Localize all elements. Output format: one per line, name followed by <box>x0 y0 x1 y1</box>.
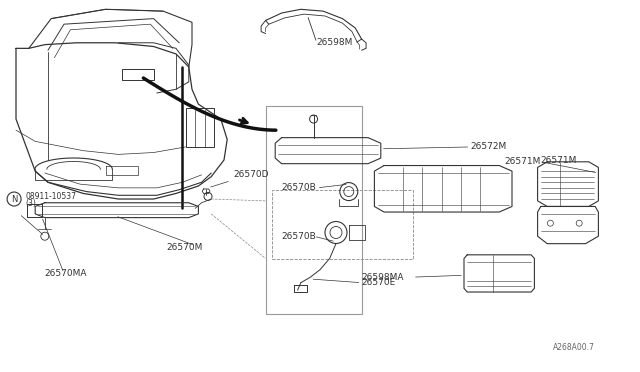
Text: 26571M: 26571M <box>541 156 577 165</box>
Text: 26598M: 26598M <box>317 38 353 47</box>
Text: A268A00.7: A268A00.7 <box>554 343 595 352</box>
Bar <box>122 69 154 80</box>
Text: N: N <box>11 195 17 203</box>
Bar <box>186 108 214 147</box>
Text: 26598MA: 26598MA <box>362 273 404 282</box>
Text: 26570D: 26570D <box>211 170 269 187</box>
Text: 26570MA: 26570MA <box>45 269 87 278</box>
Text: 26571M: 26571M <box>504 157 541 166</box>
Text: 26570B: 26570B <box>282 232 316 241</box>
Bar <box>266 106 362 314</box>
Text: (3): (3) <box>26 199 36 208</box>
Text: 26570M: 26570M <box>166 243 203 252</box>
Bar <box>272 190 413 259</box>
Text: 08911-10537: 08911-10537 <box>26 192 77 201</box>
Text: 26572M: 26572M <box>470 142 507 151</box>
Text: 26570B: 26570B <box>282 183 316 192</box>
Text: 26570E: 26570E <box>362 278 396 287</box>
